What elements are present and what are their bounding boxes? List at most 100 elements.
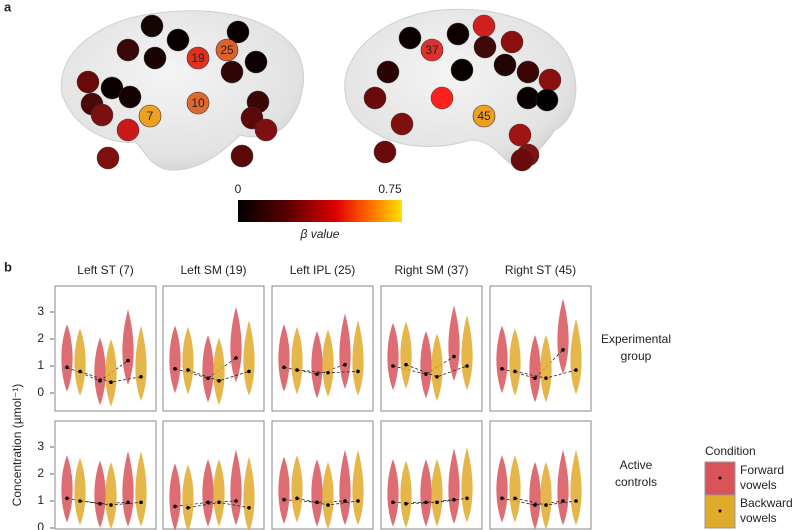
legend-swatch xyxy=(704,461,736,496)
median-point xyxy=(295,368,299,372)
median-point xyxy=(561,348,565,352)
brain-region xyxy=(450,58,474,82)
brain-region xyxy=(373,140,397,164)
violin xyxy=(570,449,582,526)
median-point xyxy=(343,499,347,503)
median-point xyxy=(500,496,504,501)
violin xyxy=(448,305,460,381)
brain-region xyxy=(226,20,250,44)
violin xyxy=(74,328,86,396)
column-title: Left SM (19) xyxy=(180,263,246,277)
median-point xyxy=(513,369,517,374)
violin xyxy=(291,455,303,523)
brain-region xyxy=(230,144,254,168)
median-point xyxy=(282,497,286,502)
violin xyxy=(529,461,541,530)
y-tick-label: 0 xyxy=(37,385,44,399)
legend-label: Forward xyxy=(740,463,784,477)
violin xyxy=(540,461,552,530)
violin xyxy=(135,451,147,527)
brain-region xyxy=(446,22,470,46)
violin xyxy=(509,455,521,523)
brain-region xyxy=(140,14,164,38)
violin xyxy=(94,460,106,528)
brain-region xyxy=(376,60,400,84)
violin xyxy=(243,456,255,530)
median-point xyxy=(533,503,537,507)
violin xyxy=(540,334,552,403)
violin xyxy=(461,447,473,523)
brain-region xyxy=(166,28,190,52)
row-label: Active xyxy=(620,458,653,472)
violin xyxy=(431,459,443,527)
violin xyxy=(352,449,364,526)
median-point xyxy=(500,366,504,371)
median-point xyxy=(247,505,251,510)
violin xyxy=(557,298,569,375)
brain-region xyxy=(510,148,534,172)
median-point xyxy=(404,501,408,506)
brain-region xyxy=(118,85,142,109)
violin xyxy=(61,324,73,392)
brain-region xyxy=(500,30,524,54)
violin xyxy=(182,464,194,530)
brain-region xyxy=(96,146,120,170)
median-point xyxy=(435,500,439,505)
violin xyxy=(169,463,181,530)
brain-region xyxy=(508,123,532,147)
median-point xyxy=(574,499,578,503)
violin xyxy=(570,318,582,395)
region-label: 19 xyxy=(191,51,205,65)
violin xyxy=(311,459,323,527)
brain-region xyxy=(516,86,540,110)
violin xyxy=(420,330,432,399)
brain-region-labeled xyxy=(186,46,210,70)
median-point xyxy=(533,376,537,380)
violin xyxy=(431,333,443,402)
brain-region xyxy=(90,103,114,127)
median-point xyxy=(139,500,143,505)
y-tick-label: 2 xyxy=(37,331,44,345)
violin xyxy=(105,461,117,530)
median-point xyxy=(247,369,251,374)
violin xyxy=(387,459,399,527)
median-point xyxy=(315,372,319,376)
brain-region xyxy=(254,118,278,142)
brain-region xyxy=(100,76,124,100)
violin xyxy=(74,457,86,526)
violin xyxy=(213,459,225,527)
median-point xyxy=(424,500,428,505)
violin xyxy=(278,324,290,392)
brain-region xyxy=(473,35,497,59)
median-point xyxy=(173,504,177,509)
median-point xyxy=(206,500,210,505)
region-label: 10 xyxy=(191,96,205,110)
median-trend xyxy=(405,364,468,378)
median-point xyxy=(513,496,517,501)
median-point xyxy=(544,503,548,507)
median-point xyxy=(126,358,130,363)
violin xyxy=(105,339,117,407)
brain-region xyxy=(363,86,387,110)
region-label: 25 xyxy=(220,43,234,57)
brain-region xyxy=(398,26,422,50)
median-point xyxy=(78,499,82,503)
y-tick-label: 3 xyxy=(37,304,44,318)
brain-region xyxy=(116,118,140,142)
violin xyxy=(291,326,303,395)
brain-region xyxy=(244,50,268,74)
median-point xyxy=(452,497,456,502)
colorbar xyxy=(238,200,402,222)
legend-label: Backward xyxy=(740,496,793,510)
column-title: Right SM (37) xyxy=(394,263,468,277)
violin xyxy=(122,451,134,527)
row-label: Experimental xyxy=(601,332,671,346)
violin xyxy=(496,325,508,393)
violin xyxy=(400,321,412,389)
violin xyxy=(339,449,351,526)
violin xyxy=(509,328,521,396)
brain-region xyxy=(390,112,414,136)
median-point xyxy=(404,362,408,367)
legend-label: vowels xyxy=(740,511,777,525)
